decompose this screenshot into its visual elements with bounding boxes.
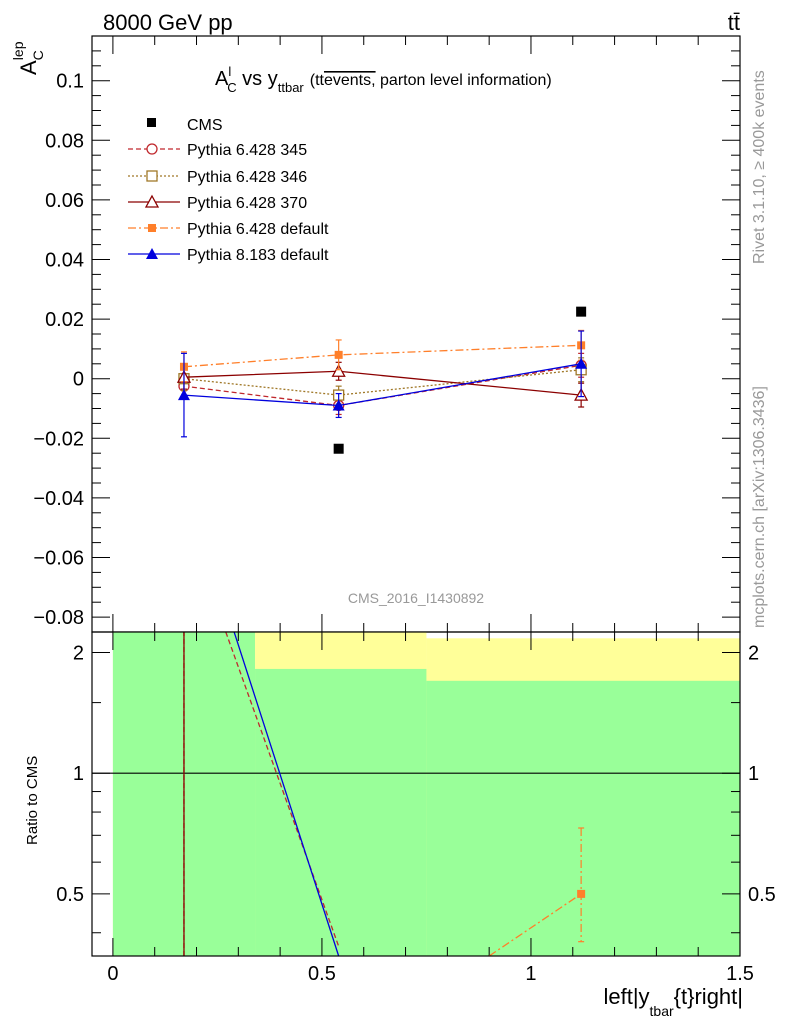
legend-p345: Pythia 6.428 345 xyxy=(128,142,307,159)
ratio-xtick-label: 1 xyxy=(525,963,536,985)
main-ytick-label: −0.02 xyxy=(33,428,84,450)
title-sub: C xyxy=(227,80,236,95)
xlabel-rest: {t}right| xyxy=(674,984,743,1009)
ylabel-sup: lep xyxy=(10,41,26,60)
series-p370-point xyxy=(331,363,346,377)
ratio-ytick-label: 1 xyxy=(73,763,84,785)
header-left: 8000 GeV pp xyxy=(103,10,233,35)
legend-p345-marker xyxy=(146,143,158,155)
main-ytick-label: 0.1 xyxy=(56,71,84,93)
ratio-series xyxy=(183,631,586,957)
ratio-frame xyxy=(91,631,741,957)
ratio-ticks: 0.5 0.5 1 1 2 2 0 0.5 1 1.5 xyxy=(56,632,776,985)
ratio-xtick-label: 1.5 xyxy=(726,963,754,985)
series-cms-point xyxy=(333,443,344,454)
main-ytick-label: −0.06 xyxy=(33,548,84,570)
series-p6def-line xyxy=(183,344,582,368)
title-a: A xyxy=(215,68,229,90)
ratio-ytick-label-right: 0.5 xyxy=(748,884,776,906)
legend-p6def: Pythia 6.428 default xyxy=(128,221,329,238)
main-ylabel: AClep xyxy=(10,41,46,75)
series-p370-line xyxy=(183,370,582,396)
main-ytick-label: 0.04 xyxy=(45,250,84,272)
main-ytick-label: 0.08 xyxy=(45,130,84,152)
main-watermark: CMS_2016_I1430892 xyxy=(348,590,484,606)
main-ytick-label: 0.02 xyxy=(45,309,84,331)
legend-p8def-marker xyxy=(146,248,158,259)
legend-p346: Pythia 6.428 346 xyxy=(128,169,307,186)
title-vs: vs y xyxy=(237,68,278,90)
header-right: tt̄ xyxy=(728,10,740,35)
main-ytick-label: −0.08 xyxy=(33,607,84,629)
xlabel-sub: tbar xyxy=(650,1003,674,1019)
title-rest: parton level information) xyxy=(376,72,552,89)
xlabel-main: left|y xyxy=(603,984,649,1009)
series-p8def-point xyxy=(575,357,588,369)
ratio-p8def-line xyxy=(233,631,340,957)
ratio-xtick-label: 0.5 xyxy=(308,963,336,985)
main-panel: CMS_2016_I1430892 Al C vs yttbar (ttevents… xyxy=(10,35,741,633)
ratio-p6def-line xyxy=(488,893,582,957)
legend-p345-label: Pythia 6.428 345 xyxy=(187,142,307,159)
title-paren: (tt xyxy=(310,72,325,89)
ylabel-sub: C xyxy=(30,50,46,60)
legend-cms: CMS xyxy=(147,117,223,134)
main-ytick-label: −0.04 xyxy=(33,488,84,510)
title-over: events, xyxy=(324,72,376,89)
ylabel-a: A xyxy=(16,60,41,75)
legend-p346-marker xyxy=(146,170,158,182)
ratio-panel: 0.5 0.5 1 1 2 2 0 0.5 1 1.5 Ratio to CMS left|ytb… xyxy=(24,631,776,1019)
ratio-ytick-label-right: 1 xyxy=(748,763,759,785)
series-p6def-point xyxy=(334,350,343,359)
legend-p6def-label: Pythia 6.428 default xyxy=(187,221,329,238)
legend-p370-marker xyxy=(144,194,160,208)
legend-p370: Pythia 6.428 370 xyxy=(128,194,307,212)
main-series xyxy=(176,306,589,454)
ratio-ytick-label: 0.5 xyxy=(56,884,84,906)
ratio-ytick-label: 2 xyxy=(73,643,84,665)
ratio-ylabel: Ratio to CMS xyxy=(24,756,41,845)
legend: CMS Pythia 6.428 345 Pythia 6.428 346 Py… xyxy=(128,117,329,264)
ratio-p6def-point xyxy=(577,889,586,898)
series-p8def-point xyxy=(177,389,190,401)
legend-cms-label: CMS xyxy=(187,117,223,134)
main-ytick-label: 0 xyxy=(73,369,84,391)
main-ticks: −0.08 −0.06 −0.04 −0.02 0 0.02 0.04 0.06 0.08 0.1 xyxy=(33,36,741,632)
title-sub2: ttbar xyxy=(278,80,305,95)
ratio-band-green xyxy=(255,668,427,956)
mcplots-label: mcplots.cern.ch [arXiv:1306.3436] xyxy=(751,386,768,628)
legend-p6def-marker xyxy=(148,224,156,232)
series-p8def-point xyxy=(332,399,345,411)
legend-p8def: Pythia 8.183 default xyxy=(128,247,329,264)
legend-p346-label: Pythia 6.428 346 xyxy=(187,169,307,186)
ratio-ytick-label-right: 2 xyxy=(748,643,759,665)
legend-p370-label: Pythia 6.428 370 xyxy=(187,195,307,212)
rivet-label: Rivet 3.1.10, ≥ 400k events xyxy=(751,70,768,264)
ratio-band-green xyxy=(426,680,740,956)
title-sup: l xyxy=(228,64,231,79)
series-p8def-line xyxy=(183,363,582,407)
legend-cms-marker xyxy=(147,118,156,127)
series-cms-point xyxy=(576,306,587,317)
main-ytick-label: 0.06 xyxy=(45,190,84,212)
main-title: Al C vs yttbar (ttevents, parton level inf… xyxy=(215,64,552,95)
legend-p8def-label: Pythia 8.183 default xyxy=(187,247,329,264)
ratio-bands xyxy=(112,632,740,956)
ratio-xtick-label: 0 xyxy=(107,963,118,985)
ratio-xlabel: left|ytbar{t}right| xyxy=(603,984,743,1019)
